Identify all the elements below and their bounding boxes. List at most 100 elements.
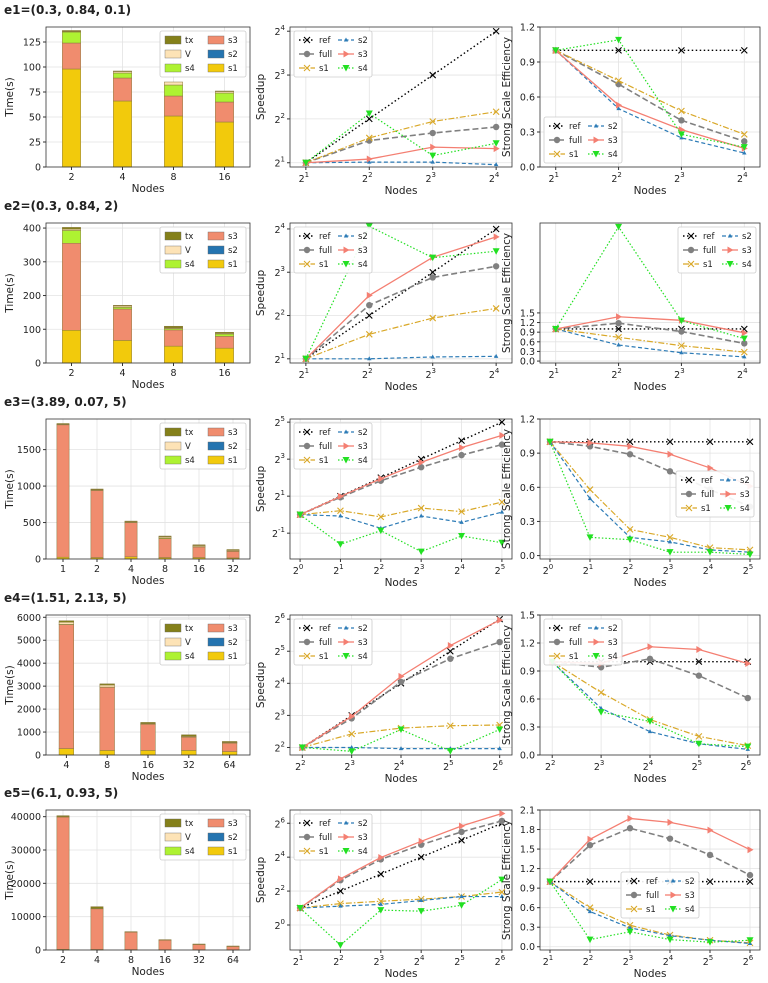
marker-s4-nodes-16 [740,335,748,343]
legend-marker [343,233,349,238]
legend-item-s2: s2 [207,832,238,843]
legend-item-V: V [164,245,191,256]
line-s3 [299,812,503,909]
bar-s4-nodes-2 [62,230,81,244]
marker-s3-nodes-16 [741,329,748,337]
y-tick-label: 1.5 [520,308,535,319]
legend-swatch [164,427,182,437]
legend-box [159,30,247,78]
legend-swatch [164,846,182,856]
tick-base: 2 [495,566,501,577]
series-s4 [302,110,500,167]
tick-base: 2 [362,370,368,381]
x-axis-label: Nodes [385,968,418,980]
y-tick-label: 100 [23,63,41,74]
y-tick-label: 23 [274,68,285,82]
line-s4 [305,112,497,164]
line-s1 [300,891,502,909]
marker-s2-nodes-16 [742,150,747,155]
tick-exponent: 3 [432,171,436,179]
bar-s1-nodes-8 [164,345,183,364]
marker-s1-nodes-4 [626,526,634,533]
legend-label: tx [185,232,193,242]
y-tick-label: 300 [23,257,41,268]
line-ref [301,618,501,749]
x-axis-label: Nodes [634,185,667,197]
line-s4 [555,225,745,340]
marker-full-nodes-8 [666,468,674,475]
line-s2 [555,49,745,154]
bar-V-nodes-8 [164,81,183,86]
legend-item-s2: s2 [588,122,618,132]
time-chart: 0 500 1000 1500 1 2 4 8 16 32 Nodes Time(s) tx s3 V s2 s… [4,418,251,587]
legend-swatch [207,427,225,437]
tick-base: 2 [344,762,350,773]
tick-base: 2 [583,957,589,968]
legend-swatch [207,63,225,73]
bar-s3-nodes-16 [140,723,156,751]
x-tick-label: 24 [643,759,654,773]
line-s3 [555,49,745,149]
legend-marker [553,652,561,660]
legend-label: s4 [185,456,195,466]
line-s2 [300,511,503,529]
x-tick-label: 16 [142,760,154,771]
bar-s3-nodes-8 [99,687,115,751]
tick-base: 2 [543,566,549,577]
marker-s2-nodes-4 [367,356,372,361]
tick-base: 2 [274,743,280,754]
legend-item-ref: ref [299,428,332,438]
legend-marker [303,652,311,660]
legend-label: s3 [358,50,368,60]
x-tick-label: 8 [170,172,176,183]
marker-full-nodes-32 [498,441,506,448]
tick-exponent: 2 [281,309,285,317]
legend-item-s2: s2 [720,476,750,486]
legend-marker [342,457,350,464]
legend-item-s2: s2 [338,624,368,634]
marker-s3-nodes-64 [497,616,504,624]
legend-marker [724,505,732,512]
bar-s3-nodes-2 [62,42,81,70]
marker-s3-nodes-8 [627,814,634,822]
x-tick-label: 23 [344,759,355,773]
bar-s3-nodes-4 [58,624,74,749]
tick-exponent: 1 [305,367,309,375]
legend-label: s3 [358,442,368,452]
y-tick-label: 0.3 [520,923,535,934]
legend-item-s4: s4 [720,504,750,514]
legend-box [293,813,373,861]
legend-label: ref [319,819,332,829]
legend-label: s1 [319,847,329,857]
legend-marker [670,878,676,883]
marker-s3-nodes-8 [349,712,356,720]
legend-label: full [319,833,332,843]
marker-s4-nodes-4 [615,223,623,231]
y-tick-label: 4000 [17,659,41,670]
legend-marker [343,37,349,42]
bar-tx-nodes-32 [226,549,240,551]
marker-ref-nodes-4 [337,887,344,895]
y-tick-label: 0 [35,555,41,566]
marker-s1-nodes-4 [365,330,373,338]
tick-base: 2 [394,762,400,773]
marker-s4-nodes-2 [546,878,554,886]
y-axis-label: Strong Scale Efficiency [501,429,513,549]
marker-s1-nodes-4 [615,77,622,85]
marker-full-nodes-16 [741,340,748,347]
legend-swatch [164,245,182,255]
tick-base: 2 [489,174,495,185]
y-tick-label: 0.9 [520,58,535,69]
legend-item-s4: s4 [722,260,752,270]
legend-swatch [207,818,225,828]
y-tick-label: 5000 [17,636,41,647]
tick-exponent: 3 [680,171,684,179]
marker-s4-nodes-2 [296,905,304,912]
tick-exponent: 1 [299,954,303,962]
bar-tx-nodes-16 [140,722,156,724]
marker-s1-nodes-4 [615,333,622,341]
tick-exponent: 2 [281,884,285,892]
legend-label: s2 [358,36,368,46]
x-tick-label: 64 [227,955,239,966]
